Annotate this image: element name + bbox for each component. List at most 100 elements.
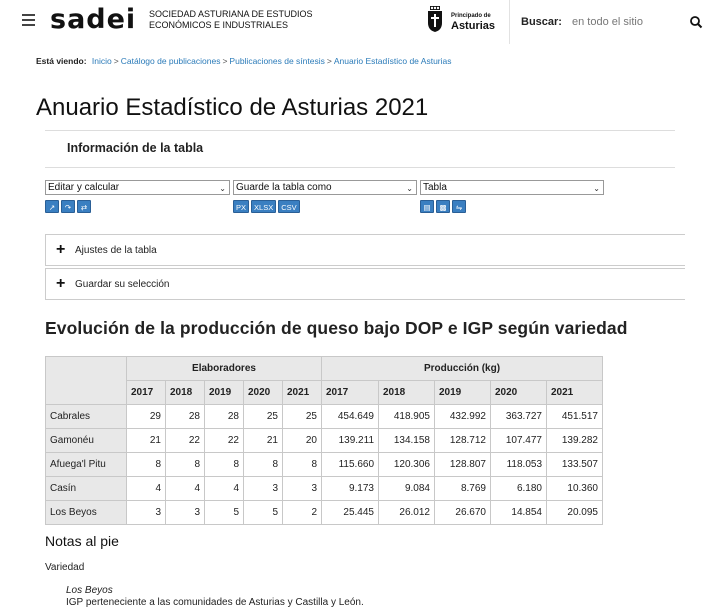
breadcrumb-separator: > (222, 56, 228, 66)
table-title: Evolución de la producción de queso bajo… (45, 318, 628, 338)
rotate-icon[interactable]: ↷ (61, 200, 75, 213)
header-produccion: Producción (kg) (321, 356, 603, 381)
breadcrumb-publicaciones[interactable]: Publicaciones de síntesis (229, 56, 325, 66)
breadcrumb-catalogo[interactable]: Catálogo de publicaciones (120, 56, 221, 66)
year-header: 2020 (243, 380, 283, 405)
search-input[interactable] (566, 10, 676, 34)
breadcrumb: Está viendo: Inicio > Catálogo de publicac… (36, 56, 452, 66)
plus-icon: + (56, 241, 66, 258)
save-selection-label: Guardar su selección (75, 279, 170, 290)
info-section-title: Información de la tabla (67, 141, 204, 155)
elaboradores-cell: 21 (243, 428, 283, 453)
elaboradores-cell: 4 (204, 476, 244, 501)
produccion-cell: 139.211 (321, 428, 379, 453)
elaboradores-cell: 8 (126, 452, 166, 477)
data-table: Elaboradores Producción (kg) 2017 2018 2… (45, 356, 603, 525)
org-name: SOCIEDAD ASTURIANA DE ESTUDIOS ECONÓMICO… (149, 9, 349, 31)
year-header: 2021 (282, 380, 322, 405)
produccion-cell: 128.807 (434, 452, 491, 477)
table-settings-label: Ajustes de la tabla (75, 245, 157, 256)
year-header: 2017 (321, 380, 379, 405)
sadei-logo[interactable]: sadei (50, 4, 137, 35)
asturias-logo[interactable]: Principado de Asturias (427, 6, 507, 36)
produccion-cell: 133.507 (546, 452, 603, 477)
elaboradores-cell: 5 (204, 500, 244, 525)
notes-subtitle: Variedad (45, 562, 85, 573)
produccion-cell: 9.084 (378, 476, 435, 501)
table-corner (45, 356, 127, 405)
chevron-down-icon: ⌄ (593, 184, 600, 193)
breadcrumb-separator: > (326, 56, 332, 66)
produccion-cell: 418.905 (378, 404, 435, 429)
crest-icon (428, 6, 442, 32)
transpose-icon[interactable]: ⇄ (77, 200, 91, 213)
calc-buttons: ↗ ↷ ⇄ (45, 200, 91, 213)
chart-view-icon[interactable]: ▩ (436, 200, 450, 213)
plus-icon: + (56, 275, 66, 292)
save-table-select[interactable]: Guarde la tabla como ⌄ (233, 180, 417, 195)
elaboradores-cell: 22 (204, 428, 244, 453)
produccion-cell: 118.053 (490, 452, 547, 477)
table-row: Afuega'l Pitu 8 8 8 8 8 115.660 120.306 128.807 1… (45, 452, 603, 477)
edit-calculate-value: Editar y calcular (48, 182, 120, 193)
gov-label-big: Asturias (451, 20, 496, 32)
breadcrumb-inicio[interactable]: Inicio (91, 56, 112, 66)
divider (45, 167, 675, 168)
note-item-description: IGP perteneciente a las comunidades de A… (66, 597, 364, 608)
save-buttons: PX XLSX CSV (233, 200, 300, 213)
table-view-icon[interactable]: ▤ (420, 200, 434, 213)
breadcrumb-anuario[interactable]: Anuario Estadístico de Asturias (333, 56, 452, 66)
year-header: 2019 (434, 380, 491, 405)
year-header: 2019 (204, 380, 244, 405)
table-settings-accordion[interactable]: + Ajustes de la tabla (45, 234, 685, 266)
search-label: Buscar: (521, 16, 562, 28)
elaboradores-cell: 25 (282, 404, 322, 429)
year-header: 2018 (165, 380, 205, 405)
produccion-cell: 363.727 (490, 404, 547, 429)
produccion-cell: 10.360 (546, 476, 603, 501)
divider (45, 130, 675, 131)
view-select[interactable]: Tabla ⌄ (420, 180, 604, 195)
save-table-value: Guarde la tabla como (236, 182, 332, 193)
row-label: Cabrales (45, 404, 127, 429)
elaboradores-cell: 8 (165, 452, 205, 477)
map-view-icon[interactable]: ⇋ (452, 200, 466, 213)
hamburger-icon[interactable] (22, 14, 35, 26)
produccion-cell: 8.769 (434, 476, 491, 501)
elaboradores-cell: 29 (126, 404, 166, 429)
produccion-cell: 451.517 (546, 404, 603, 429)
produccion-cell: 26.670 (434, 500, 491, 525)
elaboradores-cell: 8 (243, 452, 283, 477)
year-header: 2020 (490, 380, 547, 405)
elaboradores-cell: 3 (126, 500, 166, 525)
breadcrumb-label: Está viendo: (36, 56, 87, 66)
notes-title: Notas al pie (45, 533, 119, 549)
produccion-cell: 115.660 (321, 452, 379, 477)
pivot-icon[interactable]: ↗ (45, 200, 59, 213)
save-px-button[interactable]: PX (233, 200, 250, 213)
elaboradores-cell: 21 (126, 428, 166, 453)
table-row: Gamonéu 21 22 22 21 20 139.211 134.158 128.712 10… (45, 428, 603, 453)
search-icon[interactable] (688, 14, 704, 30)
year-header: 2021 (546, 380, 603, 405)
elaboradores-cell: 3 (243, 476, 283, 501)
elaboradores-cell: 28 (204, 404, 244, 429)
header-elaboradores: Elaboradores (126, 356, 322, 381)
chevron-down-icon: ⌄ (406, 184, 413, 193)
save-selection-accordion[interactable]: + Guardar su selección (45, 268, 685, 300)
note-item-name: Los Beyos (66, 585, 113, 596)
org-name-line2: ECONÓMICOS E INDUSTRIALES (149, 20, 289, 30)
edit-calculate-select[interactable]: Editar y calcular ⌄ (45, 180, 230, 195)
view-buttons: ▤ ▩ ⇋ (420, 200, 466, 213)
save-xlsx-button[interactable]: XLSX (251, 200, 277, 213)
elaboradores-cell: 3 (282, 476, 322, 501)
produccion-cell: 454.649 (321, 404, 379, 429)
produccion-cell: 26.012 (378, 500, 435, 525)
page-title: Anuario Estadístico de Asturias 2021 (36, 94, 429, 121)
table-row: Casín 4 4 4 3 3 9.173 9.084 8.769 6.180 10.360 (45, 476, 603, 501)
produccion-cell: 25.445 (321, 500, 379, 525)
row-label: Afuega'l Pitu (45, 452, 127, 477)
elaboradores-cell: 28 (165, 404, 205, 429)
save-csv-button[interactable]: CSV (278, 200, 300, 213)
produccion-cell: 107.477 (490, 428, 547, 453)
